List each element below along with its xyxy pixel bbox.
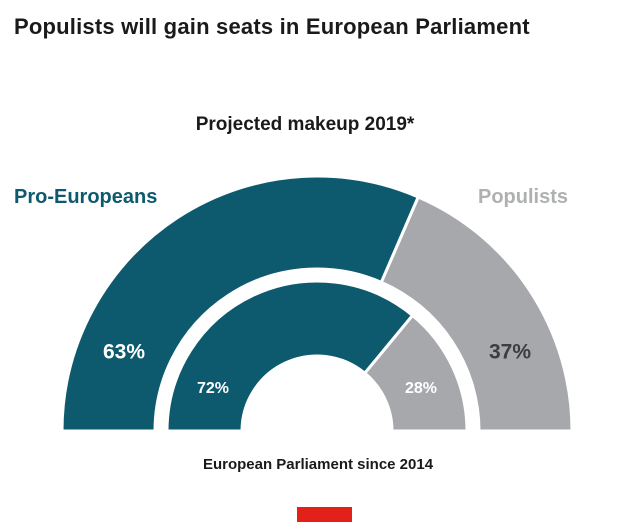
inner-ring-segment-populists xyxy=(362,313,469,433)
outer-ring-segment-pro-europeans xyxy=(60,174,421,433)
outer-ring-segment-populists xyxy=(379,194,574,433)
logo-mark xyxy=(297,507,352,522)
legend-populists: Populists xyxy=(477,186,568,208)
inner-ring-value-populists: 28% xyxy=(405,380,437,397)
outer-ring-value-pro-europeans: 63% xyxy=(103,341,145,364)
chart-title: Populists will gain seats in European Pa… xyxy=(14,14,530,39)
inner-ring-value-pro-europeans: 72% xyxy=(197,380,229,397)
legend-pro-europeans: Pro-Europeans xyxy=(14,186,158,208)
outer-ring-value-populists: 37% xyxy=(489,341,531,364)
chart-caption: European Parliament since 2014 xyxy=(202,456,434,473)
inner-ring-segment-pro-europeans xyxy=(165,279,415,433)
chart-subtitle: Projected makeup 2019* xyxy=(195,114,415,135)
